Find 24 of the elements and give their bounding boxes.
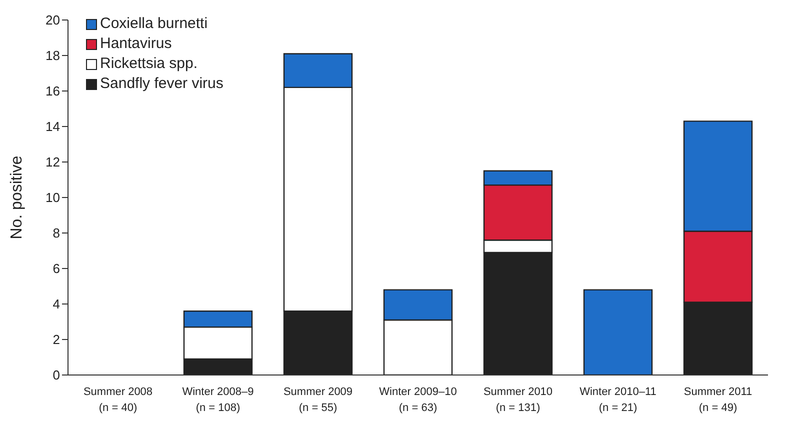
y-tick-label: 2: [52, 332, 60, 348]
x-tick-label: Summer 2008 (n = 40): [83, 386, 153, 414]
y-tick-label: 14: [46, 119, 60, 134]
y-tick-label: 18: [46, 48, 60, 64]
y-tick-label: 6: [52, 261, 60, 276]
legend-label: Sandfly fever virus: [100, 74, 224, 94]
bar: [583, 289, 653, 375]
legend-label: Hantavirus: [100, 34, 172, 54]
x-tick-label: Winter 2009–10 (n = 63): [379, 386, 457, 414]
legend-label: Rickettsia spp.: [100, 54, 198, 74]
y-tick-label: 16: [46, 84, 60, 99]
y-tick-label: 0: [52, 368, 60, 383]
y-tick-label: 20: [46, 12, 60, 28]
y-tick-label: 10: [46, 190, 60, 206]
legend-label: Coxiella burnetti: [100, 14, 208, 34]
y-tick-label: 4: [52, 296, 60, 312]
y-tick-label: 12: [46, 154, 60, 170]
x-tick-label: Summer 2010 (n = 131): [483, 386, 553, 414]
x-tick-label: Winter 2010–11 (n = 21): [580, 386, 656, 414]
x-tick-label: Winter 2008–9 (n = 108): [182, 386, 254, 414]
y-tick-label: 8: [52, 226, 60, 241]
x-tick-label: Summer 2011 (n = 49): [684, 386, 752, 414]
y-axis-title: No. positive: [8, 156, 26, 240]
x-tick-label: Summer 2009 (n = 55): [283, 386, 353, 414]
